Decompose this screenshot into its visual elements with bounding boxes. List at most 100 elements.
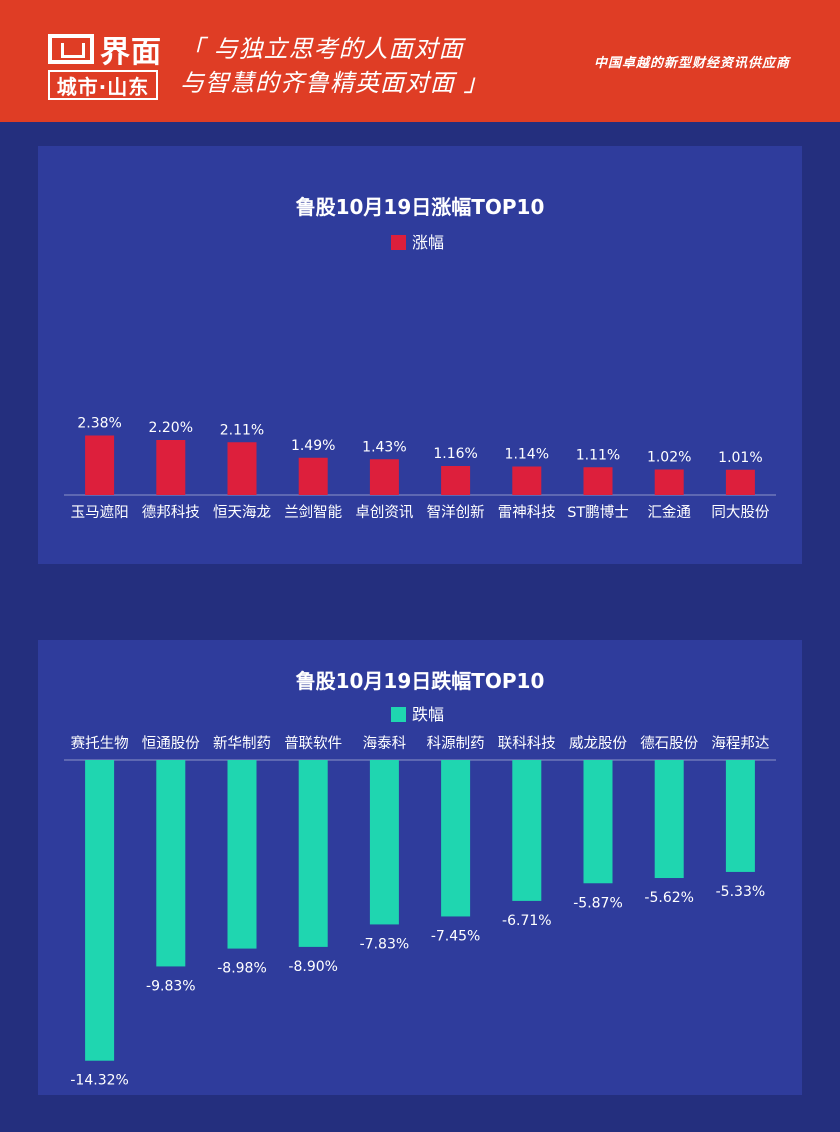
category-label: 兰剑智能 — [284, 504, 342, 521]
data-label: -5.62% — [644, 890, 694, 906]
category-label: 恒天海龙 — [213, 504, 271, 521]
tagline: 中国卓越的新型财经资讯供应商 — [593, 56, 790, 71]
bar — [725, 469, 755, 495]
bar — [512, 760, 542, 901]
data-label: 1.02% — [647, 450, 691, 466]
data-label: -5.33% — [716, 884, 766, 900]
category-label: 玉马遮阳 — [71, 504, 129, 521]
category-label: 汇金通 — [647, 504, 691, 521]
bar-group: -9.83% 恒通股份 — [142, 735, 200, 994]
category-label: 海泰科 — [363, 735, 407, 752]
bar-group: 1.02% 汇金通 — [647, 450, 691, 522]
category-label: 雷神科技 — [498, 504, 556, 521]
bar-group: -8.98% 新华制药 — [213, 735, 271, 977]
legend-label: 涨幅 — [412, 233, 444, 252]
bar-group: -5.62% 德石股份 — [640, 735, 698, 906]
category-label: 海程邦达 — [711, 735, 769, 752]
bar — [298, 457, 328, 495]
bar-group: 2.38% 玉马遮阳 — [71, 416, 129, 522]
category-label: 新华制药 — [213, 735, 271, 752]
bar — [654, 760, 684, 879]
bar-group: 1.01% 同大股份 — [711, 450, 769, 521]
bar — [441, 760, 471, 917]
data-label: 1.49% — [291, 438, 335, 454]
data-label: 2.38% — [77, 416, 121, 432]
data-label: -9.83% — [146, 978, 196, 994]
category-label: 普联软件 — [284, 735, 342, 752]
bar — [85, 760, 115, 1061]
data-label: -7.83% — [360, 936, 410, 952]
bar-group: -7.45% 科源制药 — [427, 735, 485, 944]
bar-group: -8.90% 普联软件 — [284, 735, 342, 975]
category-label: 智洋创新 — [427, 504, 485, 521]
legend: 跌幅 — [391, 705, 444, 724]
chart-title: 鲁股10月19日跌幅TOP10 — [296, 669, 545, 693]
category-label: 科源制药 — [427, 735, 485, 752]
data-label: -8.90% — [288, 959, 338, 975]
bar-group: -14.32% 赛托生物 — [70, 735, 128, 1089]
logo-subtitle: 城市·山东 — [48, 70, 158, 100]
bar-group: -7.83% 海泰科 — [360, 735, 410, 952]
data-label: -8.98% — [217, 961, 267, 977]
bar-group: -5.33% 海程邦达 — [711, 735, 769, 900]
category-label: 赛托生物 — [71, 735, 129, 752]
data-label: 1.43% — [362, 439, 406, 455]
bar — [298, 760, 328, 947]
slogan: 「 与独立思考的人面对面 与智慧的齐鲁精英面对面 」 — [180, 32, 489, 100]
bar — [156, 760, 186, 967]
bar-group: 2.11% 恒天海龙 — [213, 422, 271, 521]
gainers-chart-panel: 鲁股10月19日涨幅TOP10 涨幅 2.38% 玉马遮阳 2.20% 德邦科技 2.11%… — [38, 146, 802, 564]
category-label: 卓创资讯 — [355, 504, 413, 521]
category-label: 同大股份 — [711, 504, 769, 521]
data-label: -5.87% — [573, 895, 623, 911]
bar — [227, 760, 257, 949]
bar — [654, 469, 684, 495]
bar-group: 1.11% ST鹏博士 — [567, 447, 629, 521]
header-banner: 界面 城市·山东 「 与独立思考的人面对面 与智慧的齐鲁精英面对面 」 中国卓越… — [0, 0, 840, 122]
data-label: 1.11% — [576, 447, 620, 463]
bar — [369, 760, 399, 925]
bar — [583, 760, 613, 884]
bar-group: -5.87% 威龙股份 — [569, 735, 627, 911]
losers-chart: 鲁股10月19日跌幅TOP10 跌幅 -14.32% 赛托生物 -9.83% 恒通股份 -8… — [64, 669, 776, 1089]
gainers-chart: 鲁股10月19日涨幅TOP10 涨幅 2.38% 玉马遮阳 2.20% 德邦科技 2.11%… — [64, 195, 776, 522]
chart-title: 鲁股10月19日涨幅TOP10 — [296, 195, 545, 219]
losers-chart-panel: 鲁股10月19日跌幅TOP10 跌幅 -14.32% 赛托生物 -9.83% 恒通股份 -8… — [38, 640, 802, 1095]
logo: 界面 — [48, 30, 162, 70]
data-label: 1.14% — [505, 447, 549, 463]
bar — [583, 467, 613, 495]
logo-mark-icon — [48, 34, 94, 64]
category-label: 联科科技 — [498, 735, 556, 752]
bar — [512, 466, 542, 495]
data-label: 2.20% — [149, 420, 193, 436]
data-label: 2.11% — [220, 422, 264, 438]
bar-group: 1.14% 雷神科技 — [498, 447, 556, 522]
legend-swatch — [391, 235, 406, 250]
data-label: -7.45% — [431, 928, 481, 944]
bar — [156, 440, 186, 495]
logo-text: 界面 — [100, 35, 162, 70]
bar-group: 1.16% 智洋创新 — [427, 446, 485, 521]
bar — [441, 466, 471, 495]
legend-swatch — [391, 707, 406, 722]
slogan-line-2: 与智慧的齐鲁精英面对面 」 — [180, 69, 489, 97]
category-label: ST鹏博士 — [567, 504, 629, 521]
bar-group: 1.43% 卓创资讯 — [355, 439, 413, 521]
slogan-line-1: 「 与独立思考的人面对面 — [180, 35, 464, 63]
category-label: 德石股份 — [640, 735, 698, 752]
data-label: -14.32% — [70, 1073, 128, 1089]
bar-group: 2.20% 德邦科技 — [142, 420, 200, 521]
data-label: 1.16% — [433, 446, 477, 462]
bar — [725, 760, 755, 872]
bar — [85, 435, 115, 495]
bar — [369, 459, 399, 495]
data-label: -6.71% — [502, 913, 552, 929]
category-label: 德邦科技 — [142, 504, 200, 521]
bar-group: 1.49% 兰剑智能 — [284, 438, 342, 521]
bar-group: -6.71% 联科科技 — [498, 735, 556, 929]
bar — [227, 442, 257, 495]
category-label: 威龙股份 — [569, 735, 627, 752]
legend-label: 跌幅 — [412, 705, 444, 724]
category-label: 恒通股份 — [142, 735, 200, 752]
legend: 涨幅 — [391, 233, 444, 252]
